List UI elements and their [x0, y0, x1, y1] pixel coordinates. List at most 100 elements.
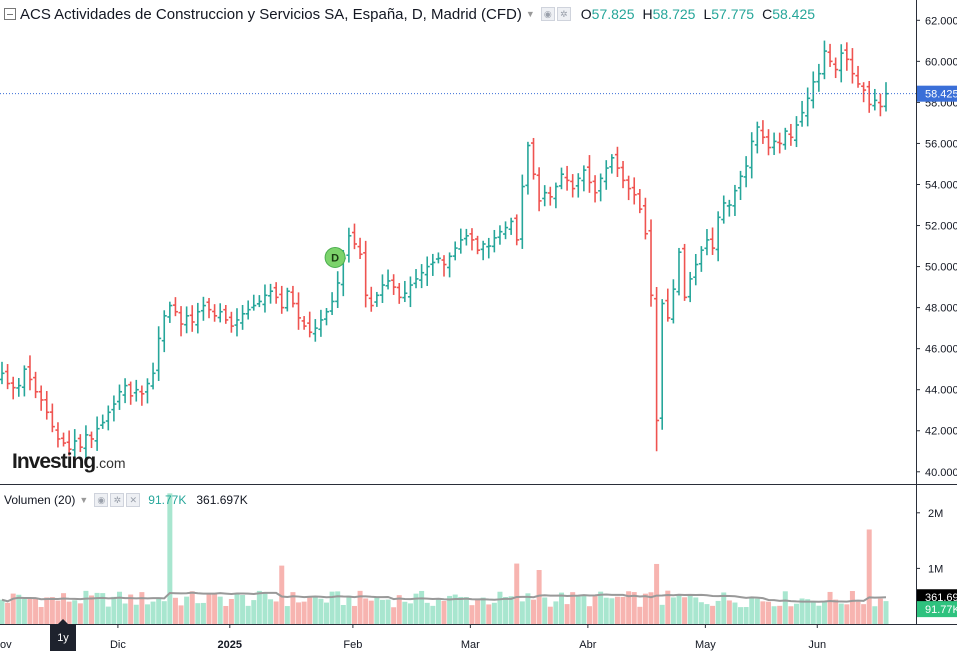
ohlc-bar: [609, 154, 615, 174]
volume-bar: [435, 598, 441, 624]
ohlc-bar: [312, 319, 318, 342]
volume-bar: [620, 596, 626, 624]
ohlc-bar: [374, 291, 380, 307]
ohlc-bar: [21, 365, 27, 397]
dividend-marker-label: D: [331, 252, 339, 264]
volume-bar: [150, 601, 156, 624]
ohlc-bar: [743, 156, 749, 188]
volume-bar: [284, 606, 290, 624]
ohlc-bar: [626, 175, 632, 201]
symbol-menu-caret-icon[interactable]: ▼: [525, 9, 535, 19]
volume-bar: [827, 591, 833, 624]
volume-bar: [256, 590, 262, 624]
ohlc-bar: [44, 391, 50, 420]
ohlc-bar: [66, 430, 72, 456]
ohlc-bar: [363, 240, 369, 308]
volume-bar: [749, 598, 755, 624]
volume-bar: [72, 600, 78, 624]
volume-bar: [525, 593, 531, 624]
volume-bar: [570, 592, 576, 624]
volume-bar: [262, 592, 268, 624]
volume-bar: [5, 602, 11, 624]
ohlc-bar: [419, 264, 425, 289]
volume-bar: [128, 594, 134, 624]
volume-bar: [391, 607, 397, 624]
ohlc-bar: [16, 377, 22, 397]
volume-bar: [0, 599, 5, 624]
ohlc-bar: [100, 414, 106, 429]
volume-bar: [402, 601, 408, 624]
price-axis-label: 50.000: [925, 262, 957, 274]
ohlc-bar: [38, 385, 44, 411]
volume-bar: [424, 602, 430, 624]
volume-bar: [486, 604, 492, 624]
volume-close-icon[interactable]: ✕: [126, 493, 141, 507]
volume-bar: [866, 529, 872, 624]
ohlc-bar: [821, 40, 827, 80]
volume-bar: [245, 605, 251, 624]
ohlc-bar: [558, 167, 564, 190]
ohlc-bar: [33, 371, 39, 399]
volume-bar: [189, 591, 195, 624]
volume-visibility-eye-icon[interactable]: ◉: [94, 493, 109, 507]
ohlc-bar: [531, 137, 537, 180]
volume-bar: [760, 601, 766, 624]
ohlc-bar: [475, 235, 481, 255]
volume-bar: [710, 605, 716, 624]
ohlc-bar: [603, 160, 609, 190]
volume-bar: [240, 595, 246, 624]
ohlc-bar: [827, 43, 833, 67]
ohlc-bar: [391, 274, 397, 295]
time-axis-label: Abr: [579, 639, 596, 651]
volume-bar: [296, 602, 302, 624]
ohlc-bar: [547, 186, 553, 206]
volume-bar: [603, 597, 609, 624]
volume-bar: [581, 594, 587, 624]
volume-bar: [805, 599, 811, 624]
collapse-legend-icon[interactable]: [4, 8, 16, 20]
price-axis-label: 48.000: [925, 303, 957, 315]
price-axis-label: 60.000: [925, 56, 957, 68]
volume-bar: [279, 565, 285, 624]
volume-menu-caret-icon[interactable]: ▼: [79, 495, 89, 505]
ohlc-high: H58.725: [642, 6, 696, 22]
ohlc-bar: [849, 48, 855, 84]
volume-bar: [441, 600, 447, 624]
volume-bar: [419, 590, 425, 624]
volume-bar: [726, 600, 732, 624]
volume-bar: [379, 599, 385, 624]
ohlc-bar: [335, 271, 341, 308]
volume-bar: [452, 594, 458, 624]
ohlc-bar: [715, 211, 721, 262]
ohlc-bar: [575, 173, 581, 198]
ohlc-bar: [838, 44, 844, 83]
volume-settings-gear-icon[interactable]: ✲: [110, 493, 125, 507]
volume-bar: [206, 594, 212, 624]
volume-bar: [475, 599, 481, 624]
ohlc-bar: [872, 88, 878, 111]
volume-bar: [469, 605, 475, 624]
ohlc-bar: [525, 141, 531, 195]
visibility-eye-icon[interactable]: ◉: [540, 7, 555, 21]
volume-bar: [844, 604, 850, 624]
ohlc-bar: [670, 279, 676, 324]
ohlc-bar: [430, 253, 436, 276]
volume-bar: [861, 604, 867, 624]
volume-bar: [105, 606, 111, 624]
volume-bar: [536, 569, 542, 624]
volume-bar: [363, 598, 369, 624]
ohlc-bar: [296, 292, 302, 330]
volume-bar: [872, 606, 878, 624]
volume-bar: [156, 597, 162, 624]
ohlc-bar: [598, 173, 604, 202]
period-1y-button[interactable]: 1y: [50, 619, 76, 651]
volume-bar: [61, 593, 67, 624]
settings-gear-icon[interactable]: ✲: [556, 7, 571, 21]
ohlc-bar: [5, 364, 11, 390]
ohlc-bar: [620, 161, 626, 189]
price-axis-label: 52.000: [925, 221, 957, 233]
ohlc-bar: [256, 295, 262, 308]
volume-bar: [100, 593, 106, 624]
